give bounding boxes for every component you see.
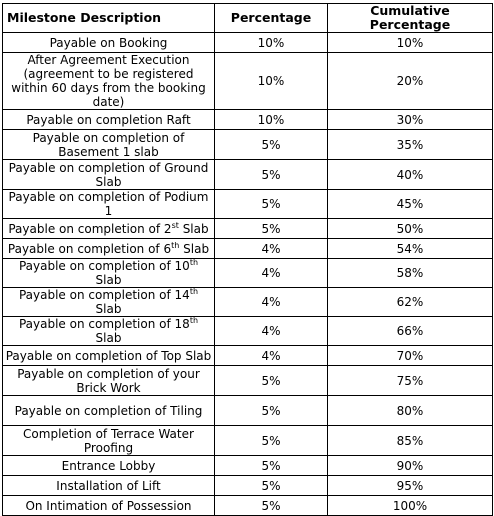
ordinal-suffix: th xyxy=(189,258,199,267)
description-text: Payable on completion of 6 xyxy=(7,241,172,256)
milestone-percentage: 5% xyxy=(214,495,328,516)
header-row: Milestone Description Percentage Cumulat… xyxy=(2,3,493,33)
header-milestone-description: Milestone Description xyxy=(2,3,215,33)
description-text-end: Slab xyxy=(178,221,209,236)
table-row: Payable on completion of 2st Slab 5% 50% xyxy=(2,218,493,239)
table-row: Completion of Terrace Water Proofing 5% … xyxy=(2,425,493,456)
milestone-description: Payable on completion of 14th Slab xyxy=(2,287,215,317)
milestone-cumulative: 62% xyxy=(327,287,493,317)
milestone-description: Completion of Terrace Water Proofing xyxy=(2,425,215,456)
milestone-percentage: 4% xyxy=(214,258,328,288)
description-text: Payable on completion of 18 xyxy=(18,317,190,332)
table-row: Payable on completion Raft 10% 30% xyxy=(2,109,493,130)
milestone-cumulative: 20% xyxy=(327,52,493,110)
milestone-cumulative: 100% xyxy=(327,495,493,516)
table-row: Payable on completion of 14th Slab 4% 62… xyxy=(2,287,493,317)
milestone-cumulative: 40% xyxy=(327,159,493,190)
milestone-cumulative: 85% xyxy=(327,425,493,456)
milestone-cumulative: 50% xyxy=(327,218,493,239)
description-text-end: Slab xyxy=(95,302,122,316)
milestone-cumulative: 54% xyxy=(327,238,493,259)
milestone-description: Payable on completion Raft xyxy=(2,109,215,130)
milestone-percentage: 5% xyxy=(214,365,328,396)
milestone-cumulative: 10% xyxy=(327,32,493,53)
milestone-percentage: 5% xyxy=(214,129,328,160)
description-text-end: Slab xyxy=(95,273,122,287)
milestone-percentage: 5% xyxy=(214,475,328,496)
milestone-percentage: 4% xyxy=(214,287,328,317)
ordinal-suffix: st xyxy=(171,220,179,230)
milestone-description: Payable on completion of Ground Slab xyxy=(2,159,215,190)
payment-schedule-table: Milestone Description Percentage Cumulat… xyxy=(2,3,493,516)
description-text: Payable on completion of 10 xyxy=(18,259,190,274)
table-row: On Intimation of Possession 5% 100% xyxy=(2,495,493,516)
milestone-description: Payable on completion of Top Slab xyxy=(2,345,215,366)
description-text-end: Slab xyxy=(95,331,122,345)
table-row: Payable on completion of Podium 1 5% 45% xyxy=(2,189,493,219)
milestone-description: Payable on completion of Podium 1 xyxy=(2,189,215,219)
milestone-description: Payable on Booking xyxy=(2,32,215,53)
table-row: Payable on completion of 6th Slab 4% 54% xyxy=(2,238,493,259)
milestone-cumulative: 90% xyxy=(327,455,493,476)
description-text: Payable on completion of 2 xyxy=(8,221,172,236)
milestone-cumulative: 95% xyxy=(327,475,493,496)
milestone-cumulative: 80% xyxy=(327,395,493,426)
milestone-percentage: 4% xyxy=(214,316,328,346)
table-row: Payable on completion of 10th Slab 4% 58… xyxy=(2,258,493,288)
milestone-description: Installation of Lift xyxy=(2,475,215,496)
table-row: Payable on completion of your Brick Work… xyxy=(2,365,493,396)
milestone-description: Payable on completion of 6th Slab xyxy=(2,238,215,259)
table-row: Payable on completion of 18th Slab 4% 66… xyxy=(2,316,493,346)
milestone-cumulative: 30% xyxy=(327,109,493,130)
table-body: Payable on Booking 10% 10% After Agreeme… xyxy=(2,32,493,516)
milestone-percentage: 4% xyxy=(214,238,328,259)
milestone-percentage: 5% xyxy=(214,455,328,476)
table-row: Payable on completion of Tiling 5% 80% xyxy=(2,395,493,426)
description-text: Payable on completion of 14 xyxy=(18,288,190,303)
milestone-percentage: 5% xyxy=(214,189,328,219)
milestone-cumulative: 70% xyxy=(327,345,493,366)
milestone-description: Payable on completion of 10th Slab xyxy=(2,258,215,288)
table-row: Installation of Lift 5% 95% xyxy=(2,475,493,496)
milestone-percentage: 10% xyxy=(214,109,328,130)
description-text-end: Slab xyxy=(179,241,210,256)
table-row: After Agreement Execution (agreement to … xyxy=(2,52,493,110)
table-row: Payable on Booking 10% 10% xyxy=(2,32,493,53)
milestone-description: Payable on completion of 18th Slab xyxy=(2,316,215,346)
milestone-percentage: 10% xyxy=(214,32,328,53)
milestone-description: Payable on completion of your Brick Work xyxy=(2,365,215,396)
milestone-description: Payable on completion of Tiling xyxy=(2,395,215,426)
milestone-percentage: 5% xyxy=(214,218,328,239)
table-row: Payable on completion of Top Slab 4% 70% xyxy=(2,345,493,366)
milestone-cumulative: 45% xyxy=(327,189,493,219)
milestone-description: Entrance Lobby xyxy=(2,455,215,476)
milestone-cumulative: 66% xyxy=(327,316,493,346)
milestone-cumulative: 58% xyxy=(327,258,493,288)
milestone-description: Payable on completion of Basement 1 slab xyxy=(2,129,215,160)
ordinal-suffix: th xyxy=(189,316,199,325)
header-cumulative-percentage: Cumulative Percentage xyxy=(327,3,493,33)
milestone-description: Payable on completion of 2st Slab xyxy=(2,218,215,239)
header-percentage: Percentage xyxy=(214,3,328,33)
table-row: Entrance Lobby 5% 90% xyxy=(2,455,493,476)
milestone-cumulative: 35% xyxy=(327,129,493,160)
milestone-percentage: 5% xyxy=(214,159,328,190)
ordinal-suffix: th xyxy=(189,287,199,296)
milestone-cumulative: 75% xyxy=(327,365,493,396)
milestone-percentage: 4% xyxy=(214,345,328,366)
table-row: Payable on completion of Basement 1 slab… xyxy=(2,129,493,160)
table-row: Payable on completion of Ground Slab 5% … xyxy=(2,159,493,190)
milestone-percentage: 5% xyxy=(214,395,328,426)
ordinal-suffix: th xyxy=(171,240,180,250)
table-header: Milestone Description Percentage Cumulat… xyxy=(2,3,493,33)
milestone-percentage: 10% xyxy=(214,52,328,110)
milestone-description: After Agreement Execution (agreement to … xyxy=(2,52,215,110)
milestone-description: On Intimation of Possession xyxy=(2,495,215,516)
milestone-percentage: 5% xyxy=(214,425,328,456)
